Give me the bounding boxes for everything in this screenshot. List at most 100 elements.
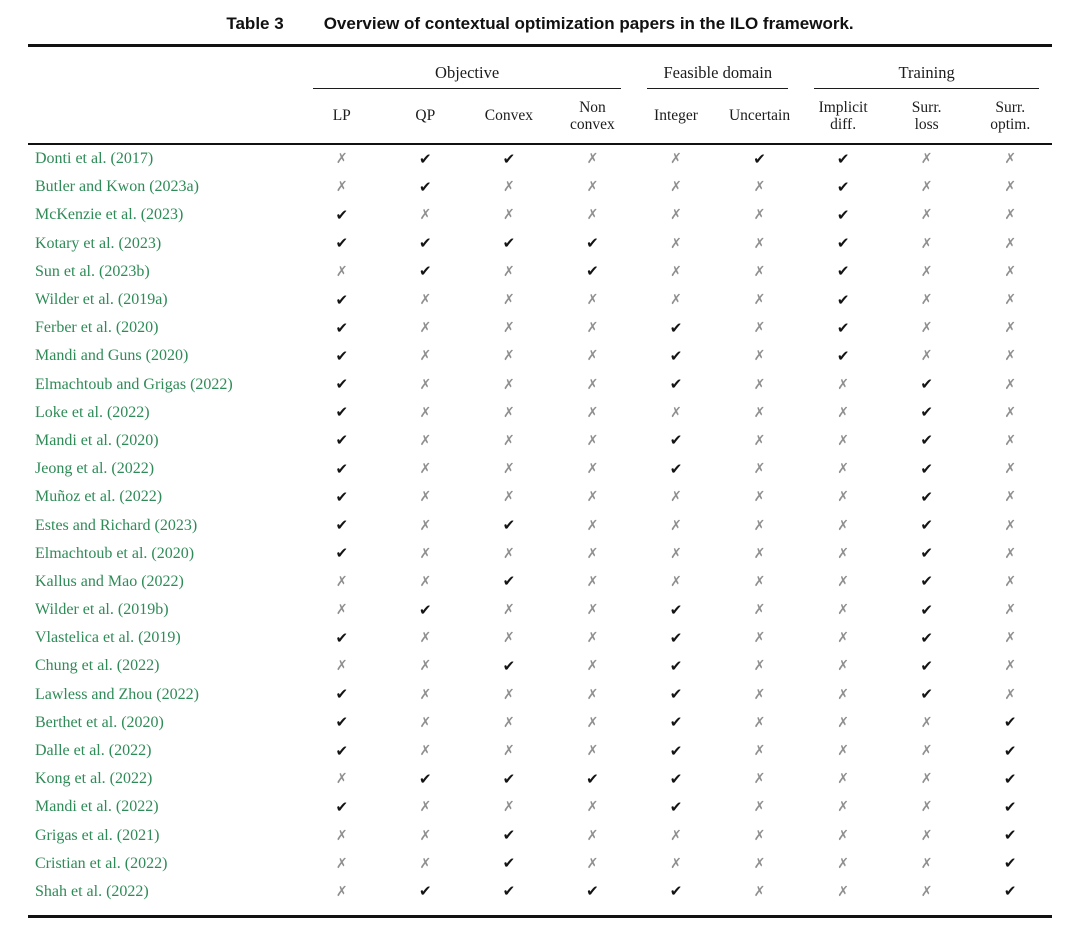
cross-mark-icon: ✗	[419, 376, 432, 393]
paper-citation: Cristian et al. (2022)	[35, 854, 168, 872]
cross-mark-icon: ✗	[586, 292, 599, 309]
paper-citation: Kallus and Mao (2022)	[35, 572, 184, 590]
cross-mark-icon: ✗	[670, 827, 682, 844]
cross-mark-icon: ✗	[586, 686, 599, 703]
check-mark-icon: ✔	[502, 149, 516, 168]
cross-mark-icon: ✗	[419, 517, 432, 534]
check-mark-icon: ✔	[1003, 713, 1017, 732]
check-mark-icon: ✔	[1003, 769, 1017, 788]
cross-mark-icon: ✗	[753, 686, 766, 703]
check-mark-icon: ✔	[335, 628, 349, 647]
cross-mark-icon: ✗	[503, 489, 515, 506]
cross-mark-icon: ✗	[503, 179, 515, 196]
check-mark-icon: ✔	[920, 459, 933, 478]
cross-mark-icon: ✗	[586, 799, 599, 816]
cross-mark-icon: ✗	[503, 320, 515, 337]
table-row: Jeong et al. (2022) ✔ ✗ ✗ ✗ ✔ ✗ ✗ ✔ ✗	[28, 455, 1052, 483]
table-row: Wilder et al. (2019a) ✔ ✗ ✗ ✗ ✗ ✗ ✔ ✗ ✗	[28, 286, 1052, 314]
cross-mark-icon: ✗	[503, 630, 515, 647]
cross-mark-icon: ✗	[419, 432, 432, 449]
cross-mark-icon: ✗	[335, 573, 348, 590]
table-row: Kotary et al. (2023) ✔ ✔ ✔ ✔ ✗ ✗ ✔ ✗ ✗	[28, 230, 1052, 258]
cross-mark-icon: ✗	[586, 573, 599, 590]
check-mark-icon: ✔	[335, 685, 349, 704]
column-header-qp: QP	[415, 107, 436, 125]
paper-citation: Sun et al. (2023b)	[35, 262, 150, 280]
cross-mark-icon: ✗	[753, 883, 766, 900]
cross-mark-icon: ✗	[753, 320, 766, 337]
paper-citation: Vlastelica et al. (2019)	[35, 629, 181, 647]
cross-mark-icon: ✗	[419, 489, 432, 506]
paper-citation: Donti et al. (2017)	[35, 150, 154, 168]
cross-mark-icon: ✗	[753, 348, 766, 365]
table-row: Elmachtoub and Grigas (2022) ✔ ✗ ✗ ✗ ✔ ✗ ✗ ✔ ✗	[28, 371, 1052, 399]
paper-citation: Mandi and Guns (2020)	[35, 347, 189, 365]
cross-mark-icon: ✗	[753, 235, 766, 252]
check-mark-icon: ✔	[669, 459, 683, 478]
cross-mark-icon: ✗	[837, 545, 849, 562]
paper-citation: Kotary et al. (2023)	[35, 234, 162, 252]
cross-mark-icon: ✗	[335, 151, 348, 168]
cross-mark-icon: ✗	[503, 263, 515, 280]
check-mark-icon: ✔	[669, 656, 683, 675]
check-mark-icon: ✔	[335, 318, 349, 337]
check-mark-icon: ✔	[335, 797, 349, 816]
cross-mark-icon: ✗	[1004, 320, 1017, 337]
paper-citation: Mandi et al. (2020)	[35, 431, 159, 449]
cross-mark-icon: ✗	[586, 517, 599, 534]
cross-mark-icon: ✗	[753, 827, 766, 844]
cross-mark-icon: ✗	[586, 714, 599, 731]
check-mark-icon: ✔	[920, 628, 933, 647]
check-mark-icon: ✔	[836, 177, 850, 196]
check-mark-icon: ✔	[586, 882, 599, 901]
check-mark-icon: ✔	[1003, 741, 1017, 760]
cross-mark-icon: ✗	[586, 207, 599, 224]
cross-mark-icon: ✗	[419, 855, 432, 872]
cross-mark-icon: ✗	[1004, 263, 1017, 280]
table-row: Shah et al. (2022) ✗ ✔ ✔ ✔ ✔ ✗ ✗ ✗ ✔	[28, 878, 1052, 906]
cross-mark-icon: ✗	[503, 686, 515, 703]
check-mark-icon: ✔	[419, 882, 432, 901]
cross-mark-icon: ✗	[586, 827, 599, 844]
cross-mark-icon: ✗	[1004, 686, 1017, 703]
cross-mark-icon: ✗	[753, 743, 766, 760]
cross-mark-icon: ✗	[586, 404, 599, 421]
check-mark-icon: ✔	[836, 149, 850, 168]
cross-mark-icon: ✗	[586, 545, 599, 562]
check-mark-icon: ✔	[335, 516, 349, 535]
cross-mark-icon: ✗	[1004, 151, 1017, 168]
check-mark-icon: ✔	[335, 205, 349, 224]
check-mark-icon: ✔	[920, 544, 933, 563]
check-mark-icon: ✔	[419, 600, 432, 619]
cross-mark-icon: ✗	[670, 489, 682, 506]
check-mark-icon: ✔	[1003, 854, 1017, 873]
cross-mark-icon: ✗	[503, 743, 515, 760]
cross-mark-icon: ✗	[670, 573, 682, 590]
cross-mark-icon: ✗	[670, 235, 682, 252]
caption-label: Table 3	[226, 14, 284, 33]
check-mark-icon: ✔	[502, 656, 516, 675]
check-mark-icon: ✔	[335, 487, 349, 506]
column-group-feasible-domain: Feasible domain	[634, 47, 801, 89]
check-mark-icon: ✔	[502, 882, 516, 901]
paper-citation: Loke et al. (2022)	[35, 403, 150, 421]
check-mark-icon: ✔	[920, 656, 933, 675]
table-row: Sun et al. (2023b) ✗ ✔ ✗ ✔ ✗ ✗ ✔ ✗ ✗	[28, 258, 1052, 286]
cross-mark-icon: ✗	[586, 602, 599, 619]
table-body: Donti et al. (2017) ✗ ✔ ✔ ✗ ✗ ✔ ✔ ✗ ✗ Butler and K…	[28, 145, 1052, 915]
cross-mark-icon: ✗	[503, 292, 515, 309]
cross-mark-icon: ✗	[419, 658, 432, 675]
paper-citation: Grigas et al. (2021)	[35, 826, 160, 844]
column-header-lp: LP	[332, 107, 351, 125]
check-mark-icon: ✔	[502, 826, 516, 845]
table-row: Mandi et al. (2020) ✔ ✗ ✗ ✗ ✔ ✗ ✗ ✔ ✗	[28, 427, 1052, 455]
cross-mark-icon: ✗	[503, 714, 515, 731]
cross-mark-icon: ✗	[419, 573, 432, 590]
check-mark-icon: ✔	[836, 346, 850, 365]
cross-mark-icon: ✗	[419, 686, 432, 703]
cross-mark-icon: ✗	[586, 348, 599, 365]
cross-mark-icon: ✗	[586, 376, 599, 393]
cross-mark-icon: ✗	[1004, 545, 1017, 562]
cross-mark-icon: ✗	[1004, 630, 1017, 647]
check-mark-icon: ✔	[669, 713, 683, 732]
